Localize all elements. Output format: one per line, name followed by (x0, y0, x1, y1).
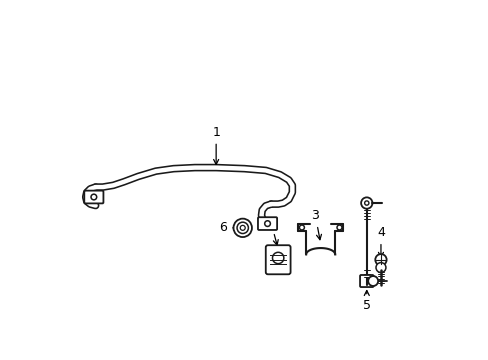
Text: 1: 1 (212, 126, 220, 165)
FancyBboxPatch shape (359, 275, 373, 287)
Circle shape (367, 276, 377, 286)
FancyBboxPatch shape (258, 217, 277, 230)
Circle shape (375, 262, 385, 273)
Circle shape (264, 221, 270, 226)
Circle shape (237, 222, 248, 234)
Circle shape (240, 225, 244, 230)
Circle shape (360, 197, 372, 209)
Text: 5: 5 (362, 291, 370, 312)
Circle shape (336, 225, 341, 230)
Text: 3: 3 (311, 209, 321, 240)
Circle shape (299, 225, 304, 230)
Circle shape (364, 201, 368, 205)
Circle shape (272, 252, 283, 264)
FancyBboxPatch shape (84, 191, 103, 203)
Text: 6: 6 (219, 221, 238, 234)
Text: 4: 4 (376, 226, 384, 257)
Circle shape (91, 194, 97, 200)
FancyBboxPatch shape (265, 245, 290, 274)
Text: 2: 2 (266, 216, 278, 245)
Circle shape (374, 254, 386, 265)
Circle shape (233, 219, 251, 237)
